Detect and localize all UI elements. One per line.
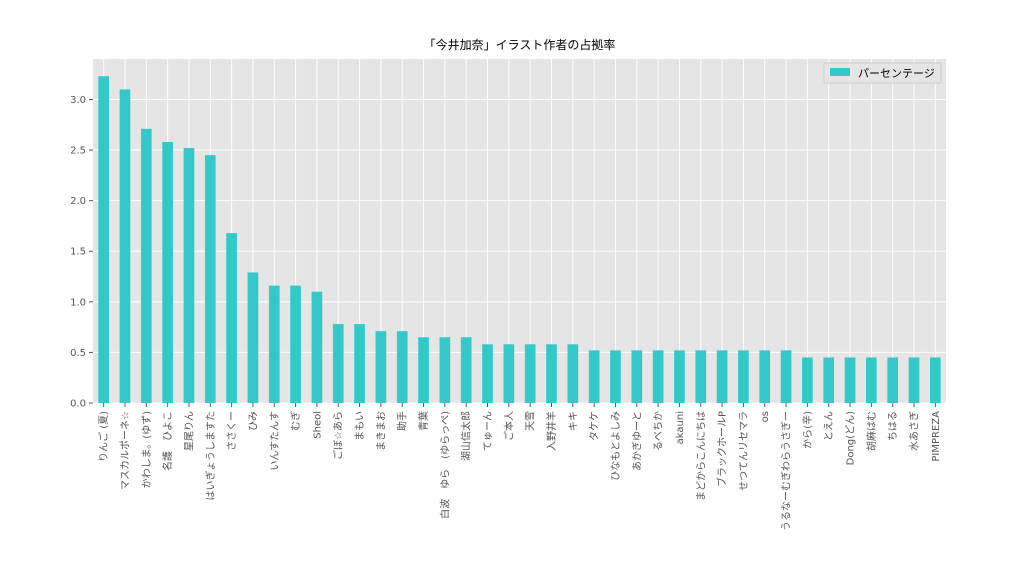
bar	[567, 344, 579, 403]
bar	[268, 285, 280, 403]
x-tick-label: いんすたんす	[269, 411, 281, 471]
x-tick-label: マスカルポーネ☆	[119, 411, 131, 490]
x-tick-label: まもい	[354, 411, 366, 441]
y-tick-label: 2.5	[70, 146, 86, 157]
x-axis-ticks: りんご (夏) マスカルポーネ☆ かわしま。(ゆず) 名護 ひよこ 星尾りん はいぎょうし…	[97, 403, 942, 531]
x-tick-label: ブラックホールP	[716, 411, 729, 487]
x-tick-label: まきまお	[375, 411, 387, 451]
bar	[140, 128, 152, 403]
x-tick-label: ごぼ☆あら	[332, 411, 345, 460]
bar	[908, 357, 920, 403]
bar	[183, 148, 195, 403]
x-tick-label: 湖山信太郎	[460, 411, 473, 461]
x-tick-label: 天雪	[525, 411, 537, 431]
bar	[802, 357, 813, 403]
bar	[332, 324, 344, 403]
y-tick-label: 0.5	[70, 348, 86, 359]
y-tick-label: 2.0	[70, 196, 86, 207]
bar	[119, 89, 131, 404]
bar	[524, 344, 536, 403]
bar	[738, 350, 749, 403]
x-tick-label: タケケ	[589, 411, 601, 441]
x-tick-label: Sheol	[312, 411, 323, 439]
x-tick-label: てゅーん	[482, 411, 494, 451]
bar	[780, 350, 792, 403]
bar	[588, 350, 600, 403]
x-tick-label: せつてんリセマラ	[738, 411, 750, 491]
x-tick-label: とえん	[823, 411, 835, 441]
x-tick-label: 助手	[396, 411, 409, 431]
x-tick-label: はいぎょうしますた	[204, 411, 217, 501]
y-tick-label: 0.0	[70, 399, 86, 410]
x-tick-label: 青葉	[417, 411, 430, 431]
bar	[503, 344, 515, 403]
x-tick-label: ひなもとよしみ	[610, 411, 622, 481]
x-tick-label: 名護 ひよこ	[161, 411, 174, 471]
x-tick-label: Dong(どん)	[845, 411, 857, 465]
x-tick-label: から(辛)	[801, 411, 814, 449]
bar	[844, 357, 856, 403]
legend: パーセンテージ	[823, 62, 942, 84]
bar	[759, 350, 771, 403]
x-tick-label: os	[760, 411, 771, 422]
bar	[290, 285, 301, 403]
bar	[674, 350, 685, 403]
x-tick-label: るべちか	[653, 411, 665, 451]
bar	[375, 331, 387, 403]
bar	[695, 350, 707, 403]
bar	[162, 141, 173, 403]
x-tick-label: ご本人	[502, 411, 515, 441]
x-tick-label: むぎ	[289, 411, 302, 431]
bar	[866, 357, 877, 403]
bars	[98, 76, 941, 404]
bar	[930, 357, 941, 403]
legend-swatch	[830, 68, 850, 76]
y-axis-ticks: 0.0 0.5 1.0 1.5 2.0 2.5 3.0	[70, 95, 93, 410]
bar	[396, 331, 408, 403]
x-tick-label: かわしま。(ゆず)	[141, 411, 153, 489]
bar	[631, 350, 643, 403]
x-tick-label: ひみ	[248, 411, 259, 431]
x-tick-label: 白波 ゆら (ゆらっぺ)	[438, 411, 451, 519]
x-tick-label: まどからこんにちは	[695, 411, 707, 501]
bar	[354, 324, 365, 403]
y-tick-label: 3.0	[70, 95, 86, 106]
bar	[98, 76, 109, 403]
chart-title: 「今井加奈」イラスト作者の占拠率	[424, 37, 616, 52]
x-tick-label: あかぎゆーと	[630, 411, 643, 471]
bar	[247, 272, 259, 403]
x-tick-label: うるなーむぎわらうさぎー	[780, 411, 793, 531]
bar	[439, 337, 451, 403]
x-tick-label: りんご (夏)	[97, 411, 110, 462]
bar	[887, 357, 899, 403]
x-tick-label: PIMPREZA	[931, 411, 942, 462]
plot-background	[93, 59, 946, 403]
x-tick-label: ささくー	[226, 411, 238, 451]
bar	[546, 344, 557, 403]
bar	[311, 291, 323, 403]
bar	[226, 233, 237, 403]
x-tick-label: 入野井羊	[545, 411, 558, 451]
x-tick-label: ちはる	[887, 411, 899, 441]
x-tick-label: akauni	[675, 411, 686, 444]
bar	[460, 337, 472, 403]
legend-label: パーセンテージ	[858, 67, 935, 80]
bar	[482, 344, 493, 403]
x-tick-label: キキ	[568, 411, 579, 431]
bar	[204, 155, 216, 403]
x-tick-label: 星尾りん	[183, 411, 195, 451]
bar	[610, 350, 621, 403]
x-tick-label: 胡麻はむ	[865, 411, 878, 451]
x-tick-label: 水あさぎ	[908, 411, 921, 451]
legend-box	[823, 62, 942, 84]
bar	[823, 357, 835, 403]
y-tick-label: 1.0	[70, 297, 86, 308]
y-tick-label: 1.5	[70, 247, 86, 258]
bar	[716, 350, 728, 403]
bar	[652, 350, 664, 403]
bar	[418, 337, 429, 403]
